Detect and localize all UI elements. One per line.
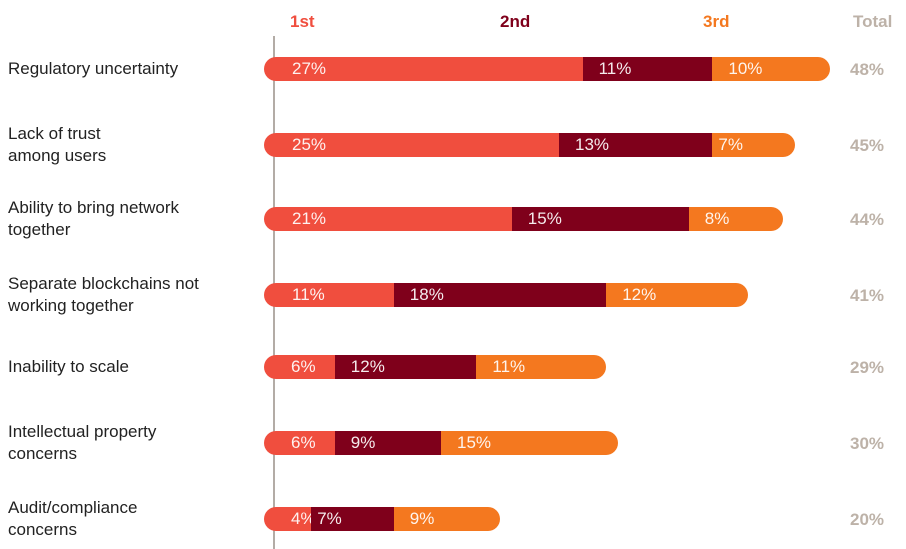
bar-segment-3rd: [441, 431, 618, 455]
category-label-line: Regulatory uncertainty: [8, 59, 179, 78]
category-label-line: concerns: [8, 444, 77, 463]
bar-segment-2nd: [334, 355, 477, 379]
bar-segment-3rd: [606, 283, 748, 307]
bar-segment-2nd: [334, 431, 442, 455]
bar-segment-1st: [264, 355, 336, 379]
column-header-3rd: 3rd: [703, 12, 730, 31]
data-label: 11%: [492, 357, 526, 376]
category-label-line: Intellectual property: [8, 422, 157, 441]
data-label: 15%: [457, 433, 492, 452]
data-label: 13%: [575, 135, 610, 154]
category-label: Ability to bring network together: [8, 197, 258, 241]
data-label: 27%: [292, 59, 327, 78]
total-value: 41%: [850, 286, 885, 305]
bar-segment-1st: [264, 207, 513, 231]
category-label-line: among users: [8, 146, 107, 165]
bar-segment-1st: [264, 57, 584, 81]
bar-segment-3rd: [393, 507, 500, 531]
stacked-bar: 25% 13% 7%: [264, 133, 795, 157]
total-value: 45%: [850, 136, 885, 155]
bar-segment-1st: [264, 133, 560, 157]
data-label: 7%: [317, 509, 342, 528]
stacked-bar: 4% 7% 9%: [264, 507, 500, 531]
category-label-line: together: [8, 220, 71, 239]
bar-segment-2nd: [311, 507, 395, 531]
data-label: 10%: [728, 59, 763, 78]
data-label: 6%: [291, 357, 316, 376]
data-label: 11%: [598, 59, 632, 78]
data-label: 15%: [527, 209, 562, 228]
category-label-line: Separate blockchains not: [8, 274, 199, 293]
column-header-1st: 1st: [290, 12, 315, 31]
bar-segment-1st: [264, 283, 395, 307]
data-label: 8%: [704, 209, 730, 228]
total-value: 44%: [850, 210, 885, 229]
data-label: 12%: [622, 285, 657, 304]
bar-segment-2nd: [511, 207, 690, 231]
bar-segment-3rd: [688, 207, 784, 231]
category-label: Audit/compliance concerns: [8, 497, 258, 541]
category-label: Lack of trust among users: [8, 123, 258, 167]
data-label: 9%: [409, 509, 435, 528]
category-label-line: Lack of trust: [8, 124, 101, 143]
category-label-line: Ability to bring network: [8, 198, 180, 217]
stacked-bar: 21% 15% 8%: [264, 207, 784, 231]
stacked-bar: 6% 12% 11%: [264, 355, 607, 379]
total-value: 30%: [850, 434, 885, 453]
bar-segment-1st: [264, 431, 336, 455]
data-label: 7%: [718, 135, 743, 154]
data-label: 11%: [292, 285, 325, 304]
category-label-line: working together: [8, 296, 134, 315]
column-header-total: Total: [853, 12, 893, 31]
stacked-bar: 27% 11% 10%: [264, 57, 831, 81]
data-label: 6%: [291, 433, 316, 452]
data-label: 25%: [292, 135, 327, 154]
stacked-bar: 6% 9% 15%: [264, 431, 618, 455]
column-header-2nd: 2nd: [500, 12, 531, 31]
bar-segment-3rd: [712, 133, 795, 157]
category-label-line: Inability to scale: [8, 357, 129, 376]
data-label: 18%: [409, 285, 444, 304]
bar-segment-2nd: [393, 283, 607, 307]
category-label: Regulatory uncertainty: [8, 58, 258, 80]
category-label: Inability to scale: [8, 356, 258, 378]
category-label-line: Audit/compliance: [8, 498, 138, 517]
total-value: 48%: [850, 60, 885, 79]
data-label: 21%: [292, 209, 327, 228]
category-label: Intellectual property concerns: [8, 421, 258, 465]
bar-segment-2nd: [559, 133, 713, 157]
stacked-bar: 11% 18% 12%: [264, 283, 748, 307]
data-label: 9%: [350, 433, 376, 452]
data-label: 4%: [291, 509, 316, 528]
category-label-line: concerns: [8, 520, 77, 539]
total-value: 29%: [850, 358, 885, 377]
category-label: Separate blockchains not working together: [8, 273, 258, 317]
bar-segment-3rd: [476, 355, 607, 379]
bar-segment-3rd: [712, 57, 831, 81]
total-value: 20%: [850, 510, 885, 529]
bar-segment-1st: [264, 507, 312, 531]
data-label: 12%: [350, 357, 385, 376]
bar-segment-2nd: [582, 57, 713, 81]
